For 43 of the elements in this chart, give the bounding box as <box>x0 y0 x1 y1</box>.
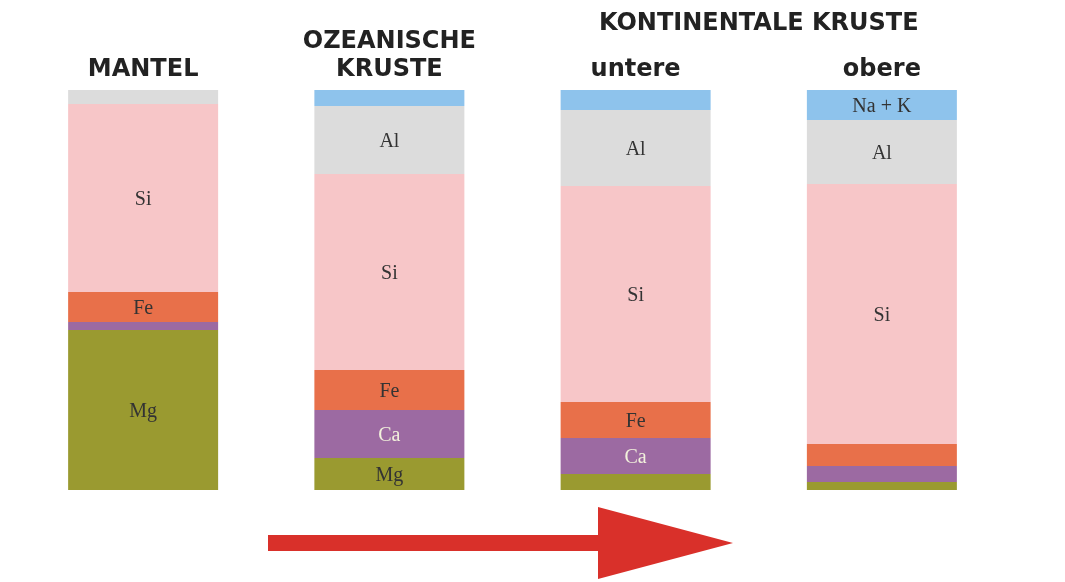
bar <box>806 184 957 444</box>
bar <box>806 90 957 120</box>
bar <box>314 106 465 174</box>
bar <box>560 110 711 186</box>
bar <box>560 186 711 402</box>
bar <box>560 90 711 110</box>
bar <box>68 292 219 322</box>
text: Fe <box>625 409 646 431</box>
text: Fe <box>379 379 400 401</box>
series-label: Na + K <box>852 94 912 116</box>
x-tick-label: OZEANISCHE KRUSTE <box>302 26 476 82</box>
bar <box>314 410 465 458</box>
text: Mg <box>129 399 158 421</box>
x-tick-label: untere <box>590 54 681 82</box>
series-label: Al <box>871 141 893 163</box>
bar <box>68 330 219 490</box>
bar <box>806 120 957 184</box>
bar <box>806 466 957 482</box>
text: Si <box>134 187 152 209</box>
text: Si <box>873 303 891 325</box>
bar <box>560 474 711 490</box>
bar <box>314 174 465 370</box>
bar <box>806 444 957 466</box>
x-tick-label: obere <box>842 54 921 82</box>
series-label: Si <box>381 261 399 283</box>
text: Si <box>627 283 644 305</box>
bar <box>806 482 957 490</box>
bar <box>560 438 711 474</box>
bar <box>68 104 219 292</box>
bar <box>68 322 219 330</box>
text: KONTINENTALE KRUSTE <box>598 8 919 36</box>
bar <box>314 458 465 490</box>
x-tick-label: MANTEL <box>87 54 199 82</box>
bar <box>314 370 465 410</box>
bar <box>314 90 465 106</box>
text: Al <box>379 129 400 151</box>
text: Ca <box>378 423 401 445</box>
series-label: Fe <box>133 296 154 318</box>
bar <box>68 90 219 104</box>
bar <box>560 402 711 438</box>
text: Al <box>625 137 646 159</box>
series-label: Ca <box>624 445 647 467</box>
series-label: Mg <box>375 463 404 486</box>
